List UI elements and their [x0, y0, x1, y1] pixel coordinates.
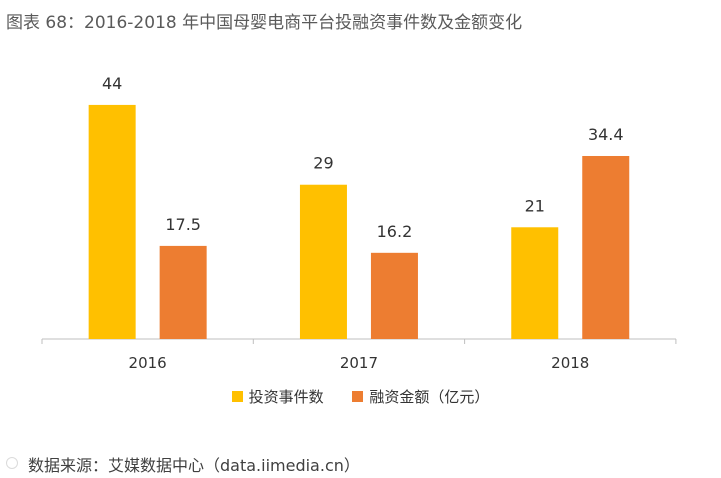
data-label-financing-amount-2016: 17.5 — [165, 215, 201, 234]
bar-investment-count-2017 — [299, 184, 347, 339]
bar-investment-count-2018 — [511, 227, 559, 339]
legend-swatch-investment-count — [231, 391, 243, 402]
legend-item-financing-amount: 融资金额（亿元） — [352, 386, 489, 407]
bar-financing-amount-2017 — [370, 252, 418, 339]
chart-title: 图表 68：2016-2018 年中国母婴电商平台投融资事件数及金额变化 — [6, 13, 523, 33]
data-labels-group: 44 17.5 29 16.2 21 34.4 — [102, 74, 624, 241]
source-note: 数据来源：艾媒数据中心（data.iimedia.cn） — [28, 456, 360, 475]
legend-label-financing-amount: 融资金额（亿元） — [369, 388, 490, 406]
bar-investment-count-2016 — [88, 104, 136, 339]
bar-financing-amount-2016 — [159, 245, 207, 339]
data-label-financing-amount-2018: 34.4 — [588, 125, 624, 144]
x-tick-label-2018: 2018 — [551, 354, 589, 372]
bars-group — [88, 104, 630, 339]
bar-financing-amount-2018 — [582, 155, 630, 339]
category-labels-group: 2016 2017 2018 — [129, 354, 590, 372]
watermark-icon — [6, 457, 18, 469]
x-tick-label-2017: 2017 — [340, 354, 378, 372]
x-tick-label-2016: 2016 — [129, 354, 167, 372]
legend-swatch-financing-amount — [352, 391, 364, 402]
data-label-investment-count-2016: 44 — [102, 74, 122, 93]
legend-label-investment-count: 投资事件数 — [248, 388, 324, 406]
data-label-financing-amount-2017: 16.2 — [377, 222, 413, 241]
legend: 投资事件数 融资金额（亿元） — [0, 386, 721, 407]
x-axis-ticks — [41, 339, 677, 344]
data-label-investment-count-2018: 21 — [525, 196, 545, 215]
legend-item-investment-count: 投资事件数 — [231, 386, 324, 407]
data-label-investment-count-2017: 29 — [313, 154, 333, 173]
